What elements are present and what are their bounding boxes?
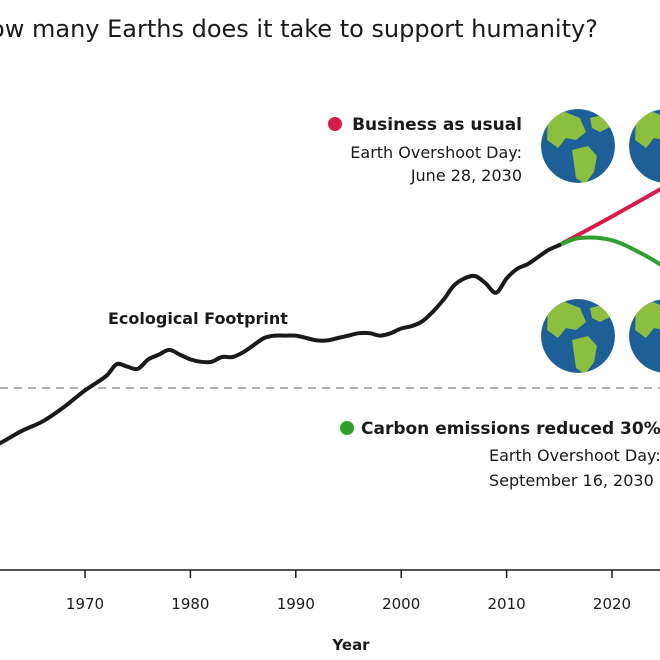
x-tick-label: 1980: [171, 595, 209, 613]
business-as-usual-line: [557, 187, 660, 248]
series-group: [0, 187, 660, 446]
bau-line1: Earth Overshoot Day:: [350, 143, 522, 162]
carbon-reduced-line: [557, 235, 660, 267]
x-tick-label: 2010: [488, 595, 526, 613]
bau-line2: June 28, 2030: [410, 166, 522, 185]
earth-globe-icon: [629, 109, 660, 183]
x-axis-title: Year: [331, 636, 370, 654]
x-tick-label: 2020: [593, 595, 631, 613]
x-axis-ticks: 1960197019801990200020102020: [66, 570, 631, 613]
x-tick-label: 1990: [277, 595, 315, 613]
x-tick-label: 2000: [382, 595, 420, 613]
earth-globe-icon: [541, 299, 615, 373]
carbon-legend-dot: [340, 421, 354, 435]
chart-title: How many Earths does it take to support …: [0, 15, 598, 43]
carbon-line1: Earth Overshoot Day:: [489, 446, 660, 465]
x-tick-label: 1970: [66, 595, 104, 613]
ecological-footprint-label: Ecological Footprint: [108, 309, 288, 328]
ecological-footprint-line: [0, 243, 562, 446]
carbon-line2: September 16, 2030: [489, 471, 654, 490]
earth-globe-icon: [541, 109, 615, 183]
bau-legend-dot: [328, 117, 342, 131]
bau-heading: Business as usual: [352, 115, 522, 135]
earth-globe-icon: [629, 299, 660, 373]
carbon-heading: Carbon emissions reduced 30%: [361, 419, 660, 439]
